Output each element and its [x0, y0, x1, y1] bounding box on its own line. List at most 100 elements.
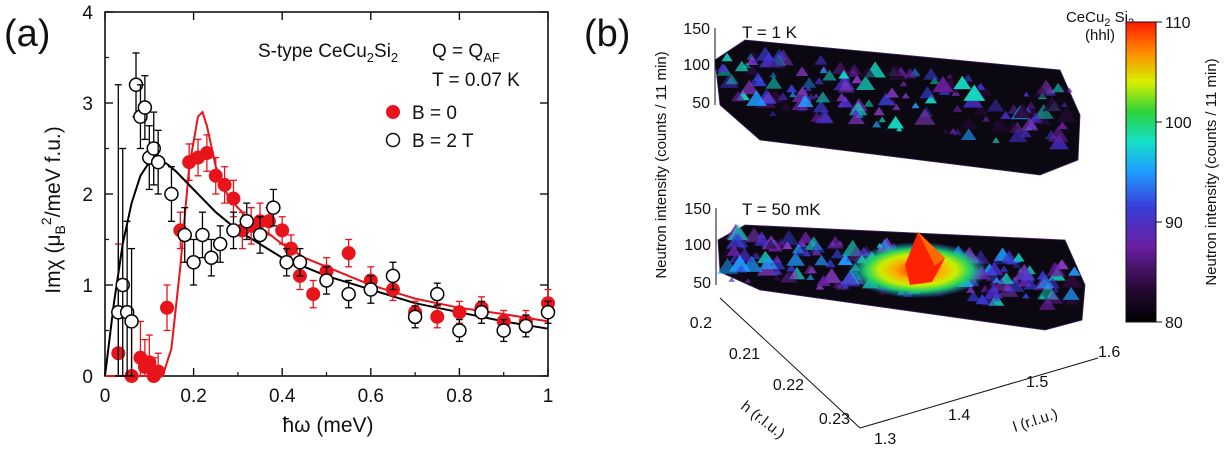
surface-facet — [839, 270, 861, 287]
x-axis-label: ħω (meV) — [282, 414, 373, 437]
surface-facet — [1020, 117, 1039, 131]
surface-facet — [806, 273, 815, 280]
sample-direction: (hhl) — [1085, 27, 1115, 44]
surface-facet — [923, 67, 939, 80]
surface-facet — [1023, 92, 1030, 97]
surface-facet — [821, 268, 842, 283]
surface-facet — [726, 244, 742, 256]
legend-label-b2t: B = 2 T — [412, 131, 474, 152]
h-tick-0.21: 0.21 — [729, 346, 760, 363]
surface-facet — [1036, 274, 1055, 289]
surface-facet — [1000, 265, 1009, 272]
axes-a: 0 0.2 0.4 0.6 0.8 1 0 1 2 3 4 — [82, 3, 553, 407]
surface-facet — [973, 104, 988, 115]
surface-facet — [1051, 82, 1065, 93]
surface-facet — [747, 50, 760, 60]
data-point-b2t — [407, 309, 423, 325]
surface-facet — [987, 98, 1005, 112]
surface-facet — [720, 249, 732, 259]
surface-facet — [953, 75, 972, 90]
data-point-b0 — [208, 168, 223, 183]
surface-facet — [919, 86, 936, 99]
surface-facet — [815, 91, 831, 103]
surface-facet — [847, 63, 862, 75]
surface-facet — [786, 251, 805, 266]
surface-facet — [804, 85, 812, 91]
data-point-b2t — [279, 255, 294, 270]
surface-facet — [991, 118, 1011, 133]
surface-facet — [942, 128, 950, 134]
surface-facet — [863, 99, 874, 107]
surface-facet — [959, 115, 978, 130]
sample-label: S-type CeCu2Si2 — [258, 41, 398, 65]
surface-facet — [992, 137, 1000, 143]
surface-facet — [739, 79, 759, 95]
data-point-b2t — [146, 141, 161, 156]
surface-facet — [963, 84, 986, 101]
surface-facet — [1056, 107, 1077, 122]
surface-facet — [819, 66, 828, 74]
data-point-b2t — [292, 255, 308, 270]
surface-facet — [1004, 119, 1022, 133]
surface-1k-texture — [716, 46, 1077, 150]
surface-facet — [963, 74, 974, 82]
surface-50mk — [716, 223, 1086, 331]
q-label: Q = QAF — [432, 41, 500, 65]
data-point-b0 — [151, 364, 166, 379]
surface-facet — [721, 52, 733, 62]
surface-facet — [759, 254, 779, 270]
surface-facet — [768, 54, 788, 70]
data-point-b2t — [124, 314, 139, 329]
data-point-b2t — [252, 227, 268, 243]
data-point-b2t — [115, 277, 130, 293]
surface-facet — [1042, 96, 1063, 112]
h-axis-label: h (r.l.u.) — [738, 398, 789, 443]
surface-facet — [751, 58, 758, 64]
surface-facet — [782, 241, 793, 250]
surface-facet — [769, 110, 777, 116]
l-tick-1.4: 1.4 — [948, 407, 970, 424]
surface-facet — [982, 294, 997, 306]
panel-a: (a) Imχ (μB2/meV f.u.) 0 0.2 0.4 0.6 0.8 1 0 1 2… — [4, 3, 556, 437]
surface-facet — [1016, 266, 1036, 281]
surface-facet — [887, 115, 904, 129]
legend: B = 0 B = 2 T — [385, 103, 474, 152]
surface-facet — [892, 103, 901, 111]
surface-facet — [873, 106, 885, 116]
data-point-b2t — [204, 250, 219, 265]
surface-facet — [748, 72, 767, 86]
surface-facet — [765, 76, 782, 89]
surface-facet — [1022, 292, 1030, 299]
peak-spike-face — [918, 232, 945, 266]
panel-b: (b) Neutron intensity (counts / 11 min) … — [584, 9, 1220, 448]
surface-1k — [714, 39, 1081, 176]
y-tick-label: 2 — [82, 185, 93, 206]
surface-facet — [794, 242, 812, 256]
data-point-b2t — [239, 214, 255, 229]
surface-facet — [802, 77, 817, 88]
surface-facet — [1009, 121, 1025, 133]
neutron-intensity-axis-label: Neutron intensity (counts / 11 min) — [653, 51, 670, 278]
surface-facet — [810, 112, 824, 122]
peak-spike — [905, 232, 945, 285]
fit-curve-b2t — [104, 158, 549, 377]
legend-marker-b2t — [385, 132, 401, 148]
surface-facet — [769, 71, 778, 78]
surface-facet — [1046, 262, 1066, 277]
surface-facet — [754, 233, 772, 246]
surface-facet — [1000, 110, 1011, 119]
surface-facet — [985, 261, 1004, 275]
surface-facet — [742, 61, 751, 69]
surface-facet — [795, 66, 809, 76]
data-point-b2t — [137, 100, 153, 115]
surface-facet — [814, 254, 829, 266]
z-axis-upper: 150 100 50 — [683, 21, 716, 112]
surface-facet — [1036, 270, 1049, 280]
surface-facet — [807, 93, 816, 100]
surface-facet — [952, 104, 963, 113]
surface-facet — [1061, 271, 1083, 288]
surface-facet — [924, 94, 937, 104]
x-tick-label: 0.8 — [446, 386, 472, 407]
surface-facet — [966, 290, 981, 302]
surface-facet — [1047, 126, 1069, 142]
